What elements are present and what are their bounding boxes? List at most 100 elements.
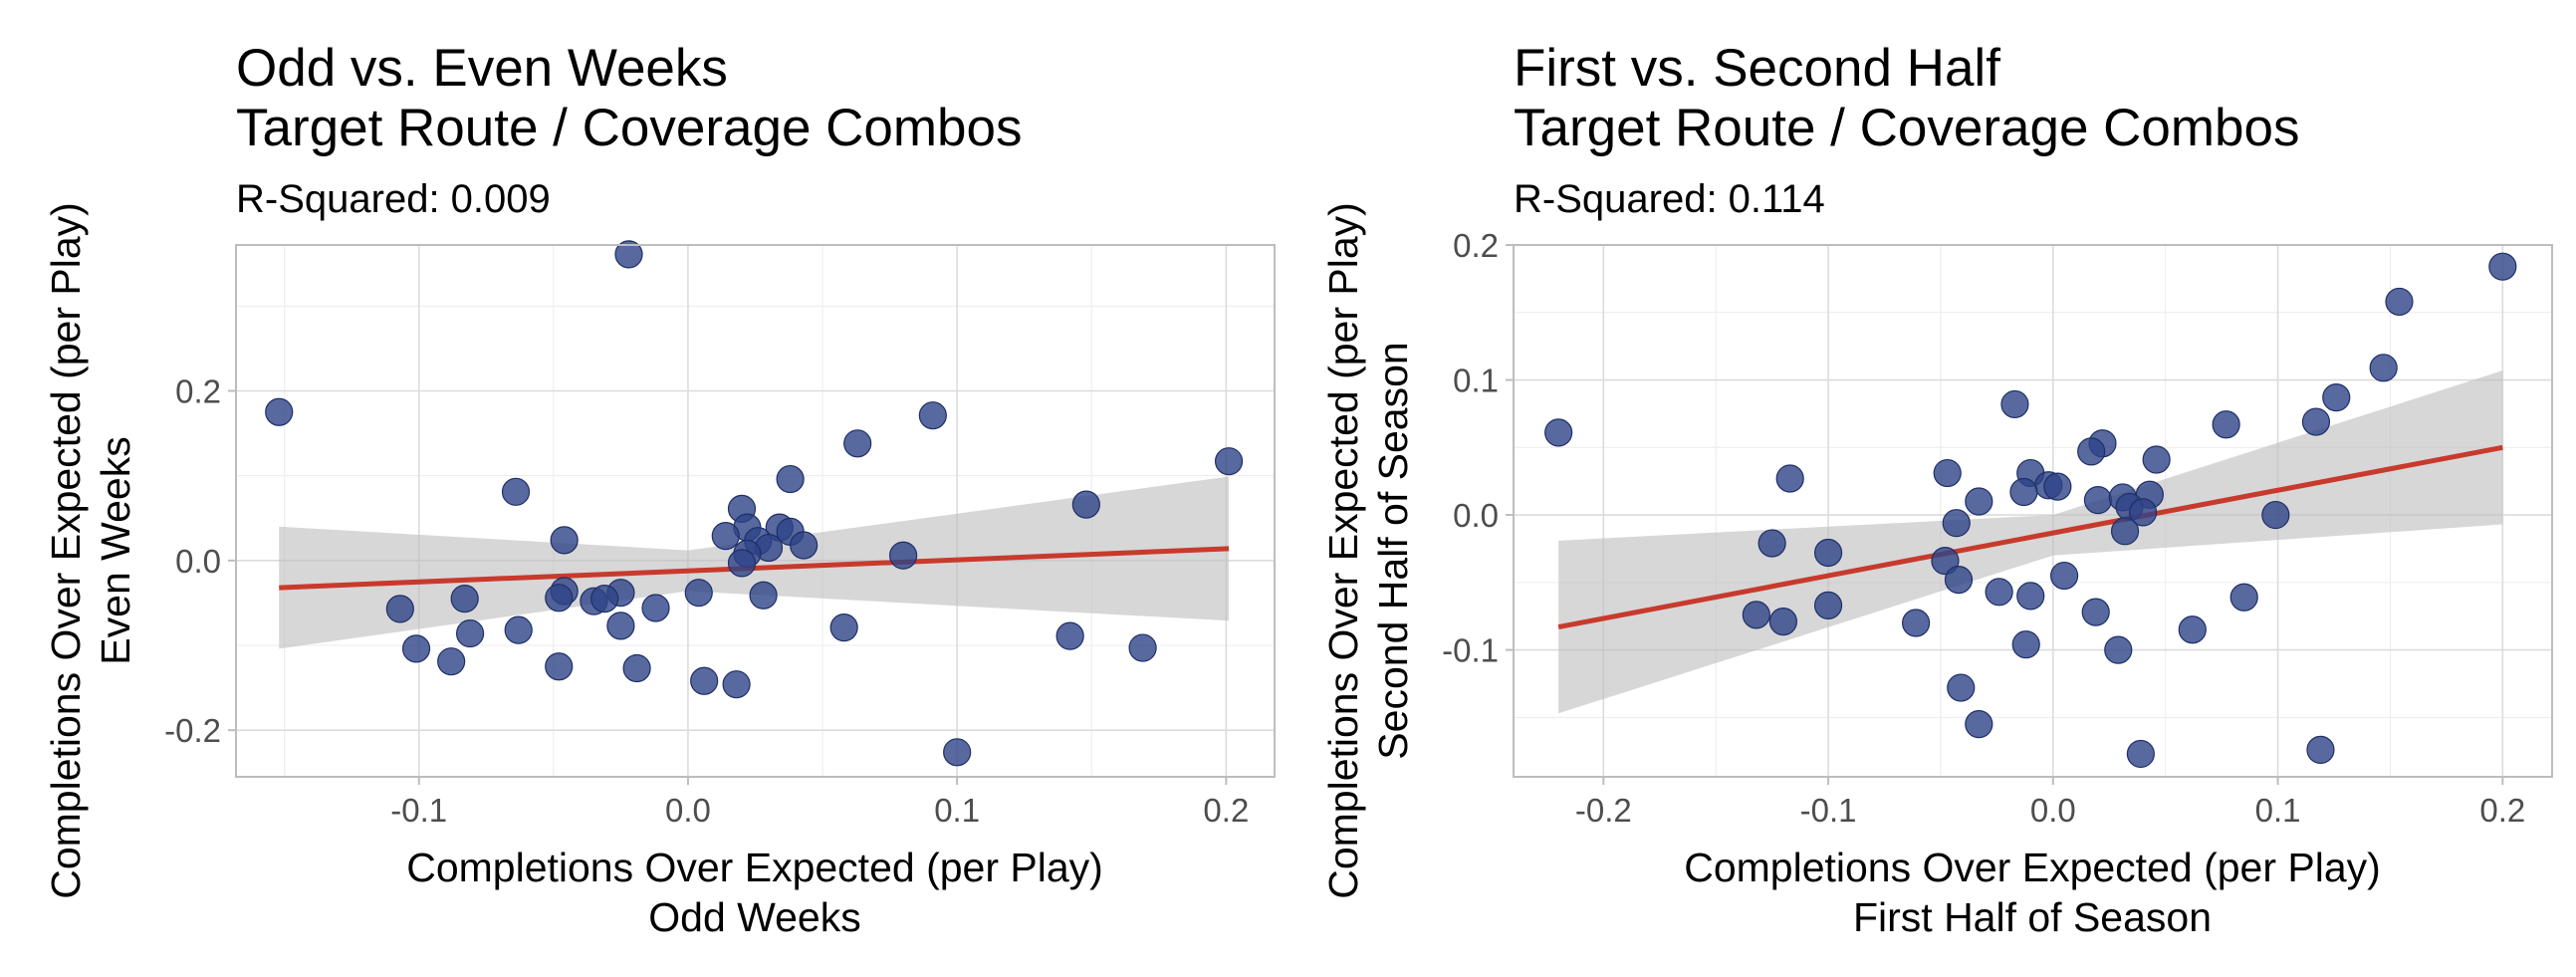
y-tick-label: 0.0 — [175, 543, 221, 580]
data-point — [843, 429, 872, 458]
data-point — [1965, 487, 1993, 516]
data-point — [622, 653, 651, 683]
data-point — [1214, 447, 1244, 476]
data-point — [1055, 621, 1084, 650]
x-tick-label: 0.2 — [2479, 792, 2525, 829]
data-point — [1742, 601, 1770, 629]
data-point — [2009, 477, 2038, 507]
data-point — [2261, 500, 2290, 530]
data-point — [501, 477, 531, 506]
chart-title-line-1: First vs. Second Half — [1514, 39, 2000, 98]
data-point — [2077, 437, 2106, 466]
data-point — [2142, 445, 2171, 474]
data-point — [606, 611, 635, 640]
data-point — [401, 634, 431, 663]
y-tick-label: 0.0 — [1453, 497, 1499, 534]
data-point — [2110, 517, 2140, 546]
x-axis-title-line: First Half of Season — [1853, 894, 2212, 940]
data-point — [918, 401, 947, 430]
data-point — [2322, 383, 2351, 412]
data-point — [776, 464, 805, 494]
y-axis-title-line: Even Weeks — [93, 436, 138, 664]
data-point — [614, 240, 643, 269]
data-point — [437, 647, 466, 676]
data-point — [711, 522, 740, 551]
data-point — [1768, 608, 1798, 636]
regression-line — [1557, 444, 2503, 630]
data-point — [1128, 633, 1157, 662]
x-tick-label: 0.0 — [665, 792, 711, 829]
data-point — [2011, 630, 2040, 659]
data-point — [684, 579, 713, 608]
chart-title-line-1: Odd vs. Even Weeks — [236, 39, 728, 98]
data-point — [2229, 583, 2258, 611]
data-point — [1965, 710, 1993, 739]
data-point — [2000, 389, 2029, 419]
data-point — [1071, 490, 1100, 519]
data-point — [727, 549, 757, 578]
chart-subtitle: R-Squared: 0.114 — [1514, 177, 1825, 221]
data-point — [829, 613, 858, 642]
data-point — [1902, 609, 1931, 637]
x-tick-label: 0.1 — [2255, 792, 2301, 829]
x-axis-title-line: Odd Weeks — [648, 894, 860, 940]
data-point — [2212, 410, 2240, 439]
data-point — [2306, 735, 2335, 764]
data-point — [450, 585, 479, 613]
data-point — [1813, 538, 1843, 568]
scatter-plot-odd-even: -0.1 0.0 0.1 0.2 -0.2 0.0 0.2 Completions Over … — [43, 202, 1276, 940]
chart-title-line-2: Target Route / Coverage Combos — [236, 99, 1023, 157]
plot-border — [1513, 244, 2553, 778]
data-point — [2385, 287, 2414, 317]
data-point — [2178, 615, 2207, 644]
data-point — [1544, 418, 1573, 447]
data-point — [2369, 354, 2398, 382]
data-point — [641, 594, 670, 622]
confidence-band — [1558, 370, 2503, 714]
data-point — [1942, 509, 1971, 538]
data-point — [1985, 578, 2013, 607]
x-tick-label: 0.1 — [934, 792, 980, 829]
y-axis-title-line: Second Half of Season — [1370, 342, 1416, 759]
data-point — [1947, 673, 1976, 702]
data-point — [2043, 472, 2072, 501]
chart-panel-first-second-half: First vs. Second Half Target Route / Cov… — [1288, 0, 2576, 977]
data-point — [1757, 529, 1786, 558]
data-point — [2083, 486, 2113, 515]
data-point — [545, 584, 574, 612]
data-point — [2129, 498, 2158, 527]
y-axis-title-line: Completions Over Expected (per Play) — [1320, 202, 1366, 899]
x-axis-title-line: Completions Over Expected (per Play) — [406, 845, 1103, 890]
y-tick-label: 0.1 — [1453, 363, 1499, 399]
data-point — [2126, 739, 2155, 769]
y-tick-label: -0.2 — [164, 712, 221, 749]
x-axis-title-line: Completions Over Expected (per Play) — [1684, 845, 2381, 890]
data-point — [749, 581, 778, 610]
data-point — [550, 526, 579, 555]
y-tick-label: 0.2 — [175, 372, 221, 409]
data-point — [1813, 591, 1843, 619]
data-point — [2488, 252, 2517, 281]
x-tick-label: 0.0 — [2030, 792, 2076, 829]
data-point — [889, 541, 918, 570]
data-points — [265, 240, 1244, 767]
data-point — [2104, 635, 2133, 664]
data-point — [790, 531, 819, 560]
data-point — [545, 652, 574, 681]
data-point — [1933, 458, 1962, 488]
x-tick-label: -0.2 — [1575, 792, 1632, 829]
x-tick-label: 0.2 — [1203, 792, 1249, 829]
data-point — [385, 595, 414, 623]
data-point — [943, 738, 972, 767]
data-point — [2081, 598, 2110, 626]
data-point — [2016, 582, 2045, 611]
data-point — [1944, 566, 1974, 595]
scatter-plot-first-second-half: -0.2 -0.1 0.0 0.1 0.2 -0.1 0.0 0.1 0.2 Completion… — [1320, 202, 2553, 940]
y-tick-label: -0.1 — [1442, 632, 1499, 669]
plot-border — [235, 244, 1276, 778]
data-point — [2301, 407, 2331, 436]
chart-panel-odd-even: Odd vs. Even Weeks Target Route / Covera… — [43, 39, 1276, 940]
y-axis-title-line: Completions Over Expected (per Play) — [43, 202, 89, 899]
data-point — [2050, 561, 2079, 591]
x-tick-label: -0.1 — [1800, 792, 1857, 829]
